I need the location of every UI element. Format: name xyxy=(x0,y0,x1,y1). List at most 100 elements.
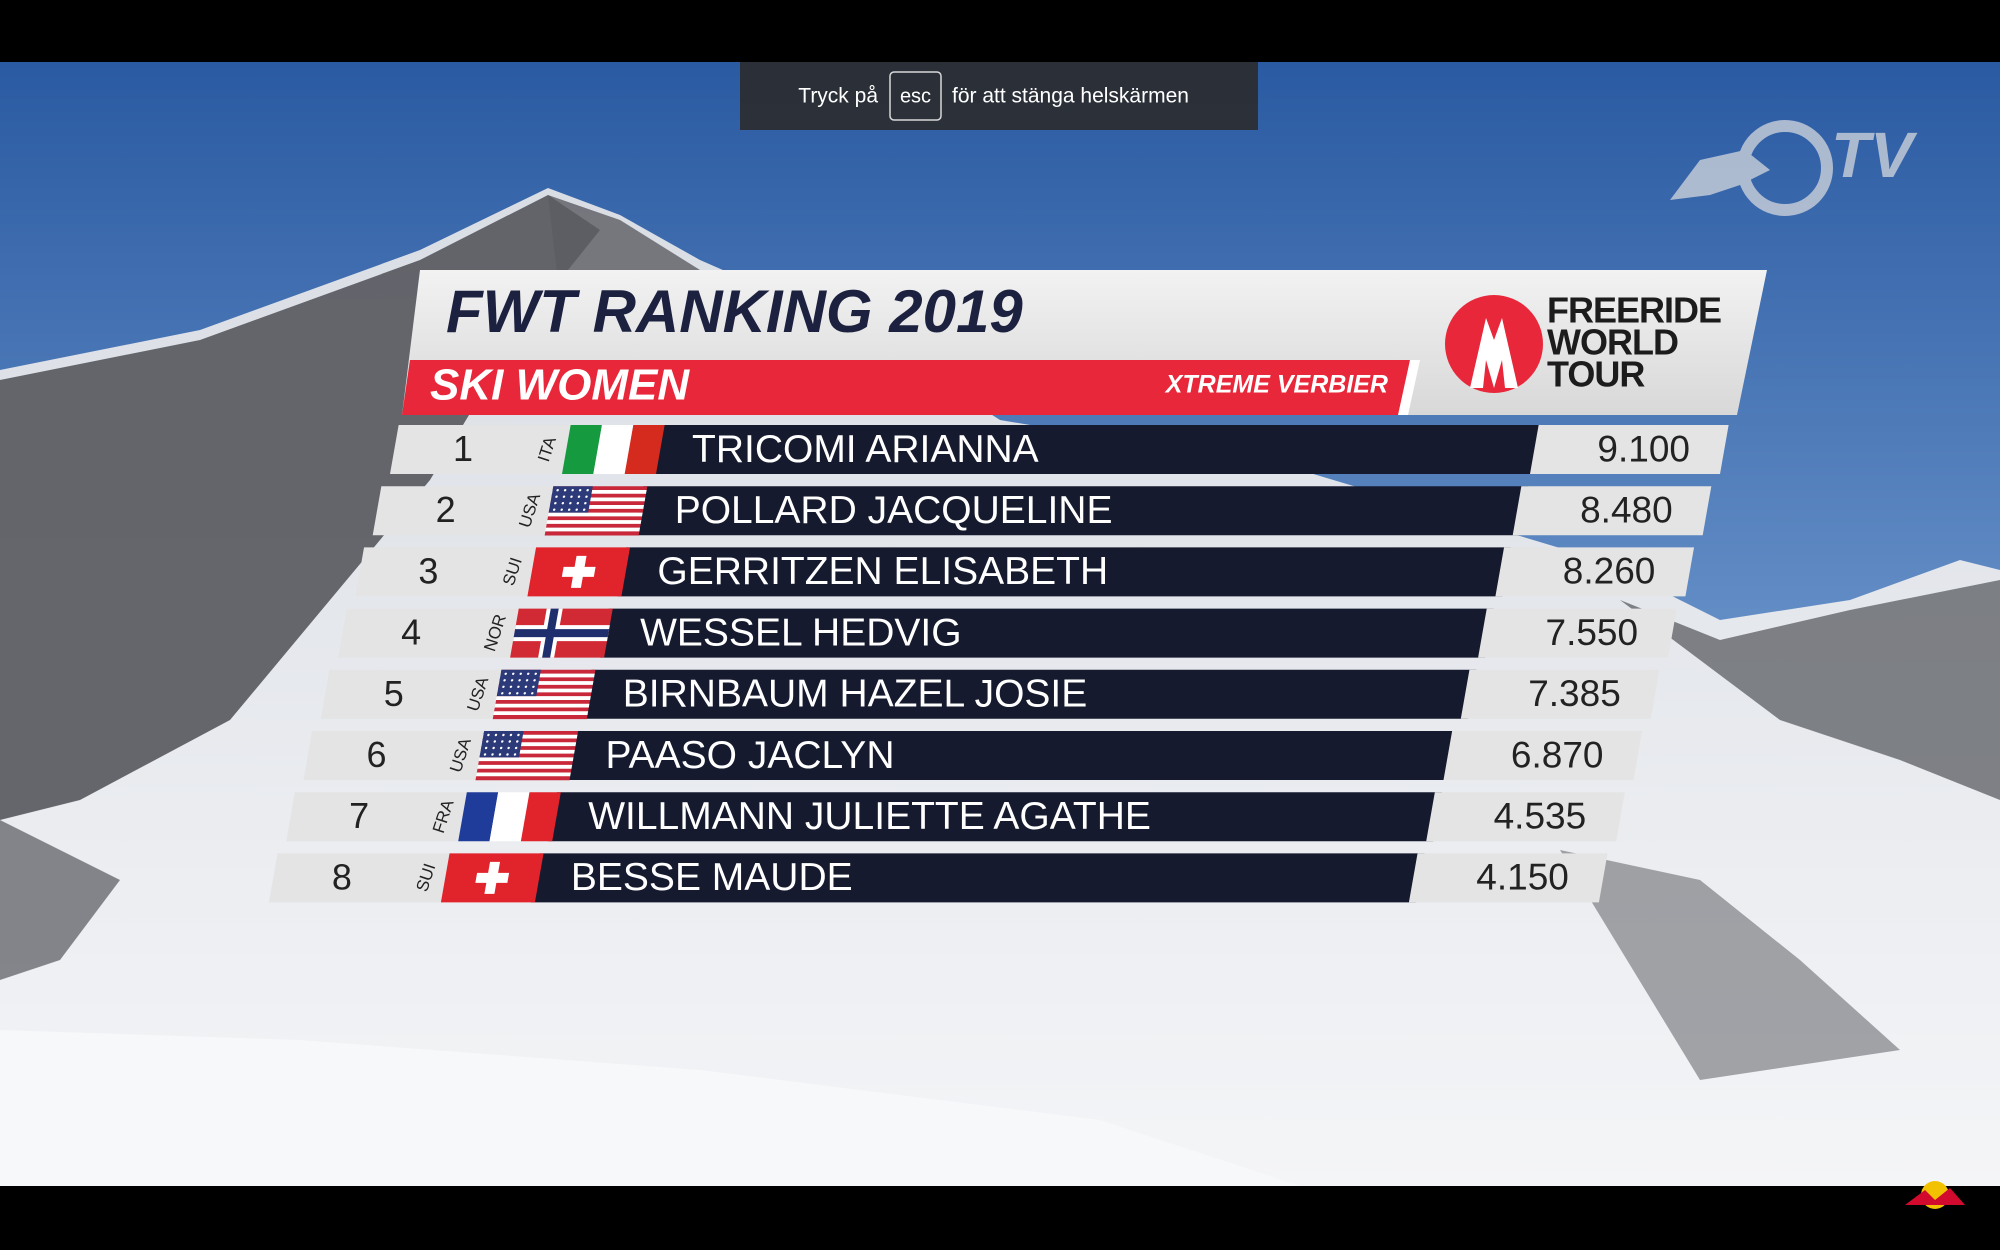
flag-part xyxy=(513,629,610,638)
athlete-name: WILLMANN JULIETTE AGATHE xyxy=(588,795,1151,838)
flag-star xyxy=(503,679,506,682)
flag-star xyxy=(578,489,582,492)
score-box xyxy=(1478,608,1677,658)
rank: 7 xyxy=(349,795,369,836)
flag-star xyxy=(527,672,530,675)
flag xyxy=(475,731,579,781)
row-shapes xyxy=(268,853,1608,903)
name-bar xyxy=(600,608,1494,658)
rank: 3 xyxy=(418,550,438,591)
score-box xyxy=(1443,731,1643,780)
score: 8.480 xyxy=(1580,489,1673,530)
flag xyxy=(527,547,631,597)
score-box xyxy=(1512,486,1712,536)
flag-star xyxy=(506,753,509,756)
flag-star xyxy=(513,753,517,756)
ranking-rows: 1 ITA TRICOMI ARIANNA 9.100 2 USA POLLARD JACQ… xyxy=(268,425,1729,903)
flag-part xyxy=(547,512,643,517)
flag-star xyxy=(523,692,527,695)
rank-box xyxy=(268,853,453,903)
notice-background xyxy=(740,62,1258,130)
row-shapes xyxy=(286,792,1625,842)
flag-star xyxy=(504,672,507,675)
athlete-name: BIRNBAUM HAZEL JOSIE xyxy=(623,673,1087,716)
row-shapes xyxy=(355,547,1695,597)
title: FWT RANKING 2019 xyxy=(446,278,1023,345)
flag-star xyxy=(569,502,572,505)
flag-star xyxy=(509,685,513,688)
rank-box xyxy=(320,669,505,719)
fwt-logo-peaks xyxy=(1470,318,1518,388)
score: 6.870 xyxy=(1511,734,1604,775)
ranking-row: 3 SUI GERRITZEN ELISABETH 8.260 xyxy=(355,547,1695,597)
name-bar xyxy=(617,547,1512,597)
flag-star xyxy=(577,495,581,498)
flag-star xyxy=(560,508,563,511)
flag-part xyxy=(495,699,591,705)
rank-box xyxy=(286,792,470,842)
rank-box xyxy=(355,547,540,597)
flag-star xyxy=(510,679,514,682)
flag-star xyxy=(516,740,519,743)
flag-star xyxy=(516,692,519,695)
key-box xyxy=(889,71,942,121)
flag-part xyxy=(476,768,572,773)
flag-part xyxy=(496,669,541,697)
flag xyxy=(492,669,596,720)
flag-part xyxy=(493,711,589,716)
ranking-row: 7 FRA WILLMANN JULIETTE AGATHE 4.535 xyxy=(286,792,1625,842)
flag-part xyxy=(476,772,571,777)
flag-star xyxy=(492,746,495,750)
flag-star xyxy=(517,685,520,688)
flag-star xyxy=(575,508,578,511)
flag-part xyxy=(593,425,634,474)
ranking-header: FWT RANKING 2019 SKI WOMEN XTREME VERBIE… xyxy=(402,270,1767,415)
name-bar xyxy=(582,669,1477,719)
flag-part xyxy=(624,425,665,474)
flag-part xyxy=(548,486,593,513)
flag-part xyxy=(547,516,643,521)
ranking-row: 6 USA PAASO JACLYN 6.870 xyxy=(303,731,1643,781)
flag-star xyxy=(498,753,502,756)
flag-star xyxy=(562,495,566,498)
flag-star xyxy=(486,740,489,743)
rank: 8 xyxy=(332,856,352,897)
flag-part xyxy=(546,520,642,525)
flag-star xyxy=(518,679,521,682)
ranking-row: 2 USA POLLARD JACQUELINE 8.480 xyxy=(372,486,1712,536)
rank: 4 xyxy=(401,612,421,653)
score-box xyxy=(1408,853,1608,903)
flag-part xyxy=(458,792,499,842)
flag-star xyxy=(582,508,586,511)
flag-star xyxy=(493,740,497,743)
flag-star xyxy=(508,692,512,695)
flag-star xyxy=(501,692,504,695)
flag-star xyxy=(555,495,558,498)
name-bar xyxy=(634,486,1529,536)
flag-part xyxy=(561,425,602,474)
flag-part xyxy=(475,776,571,781)
ranking-row: 8 SUI BESSE MAUDE 4.150 xyxy=(268,853,1608,903)
flag-star xyxy=(502,733,505,737)
row-shapes xyxy=(389,425,1729,474)
flag-star xyxy=(517,733,520,737)
name-bar xyxy=(651,425,1546,474)
rank: 1 xyxy=(453,428,473,469)
rank-box xyxy=(372,486,557,536)
score: 9.100 xyxy=(1597,428,1690,469)
flag-star xyxy=(494,733,498,737)
fullscreen-notice: Tryck på esc för att stänga helskärmen xyxy=(740,62,1258,130)
flag-part xyxy=(478,757,574,762)
notice-text: Tryck på xyxy=(798,85,878,108)
flag-part xyxy=(561,566,596,577)
fwt-logo-text: FREERIDE xyxy=(1547,290,1721,331)
flag-part xyxy=(520,792,561,842)
flag-star xyxy=(509,733,513,737)
score: 8.260 xyxy=(1563,551,1656,592)
score-box xyxy=(1426,792,1625,842)
flag-part xyxy=(496,696,591,701)
rank: 5 xyxy=(384,673,404,714)
flag-part xyxy=(475,872,510,883)
ranking-row: 1 ITA TRICOMI ARIANNA 9.100 xyxy=(389,425,1729,474)
athlete-name: WESSEL HEDVIG xyxy=(640,611,961,654)
